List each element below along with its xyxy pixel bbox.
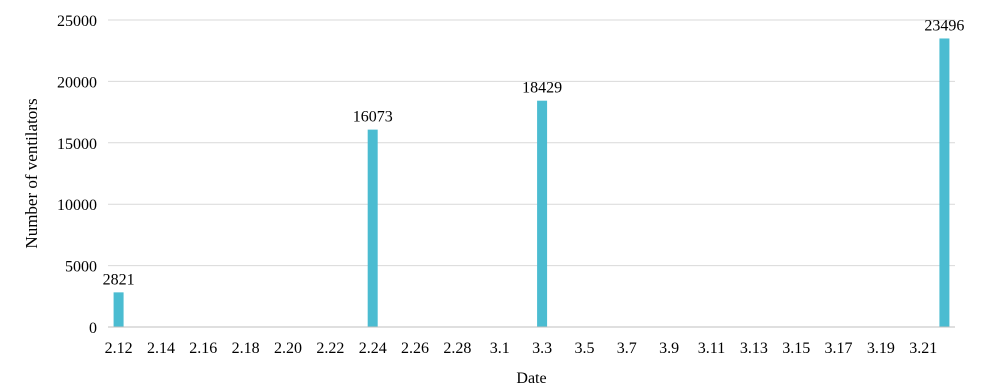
bar	[367, 129, 378, 327]
x-tick-label: 3.15	[782, 340, 810, 357]
x-tick-label: 2.12	[105, 340, 133, 357]
x-tick-label: 3.19	[867, 340, 895, 357]
data-labels: 2821 16073 18429 23496	[103, 17, 965, 288]
x-tick-label: 2.24	[359, 340, 387, 357]
x-tick-label: 3.13	[740, 340, 768, 357]
y-tick-label: 20000	[57, 74, 97, 91]
data-label: 18429	[522, 80, 562, 97]
data-label: 16073	[353, 109, 393, 126]
x-tick-label: 3.5	[574, 340, 594, 357]
bar	[537, 100, 548, 327]
bar	[113, 292, 124, 327]
y-tick-label: 5000	[65, 259, 97, 276]
x-tick-label: 3.17	[825, 340, 853, 357]
y-tick-label: 15000	[57, 136, 97, 153]
x-tick-label: 3.1	[490, 340, 510, 357]
x-tick-label: 3.7	[617, 340, 637, 357]
bar	[939, 38, 950, 328]
data-label: 2821	[103, 271, 135, 288]
x-tick-label: 2.16	[189, 340, 217, 357]
x-axis-ticks: 2.12 2.14 2.16 2.18 2.20 2.22 2.24 2.26 2.28 3.1 3…	[105, 340, 938, 357]
x-tick-label: 3.3	[532, 340, 552, 357]
y-tick-label: 0	[89, 320, 97, 337]
x-tick-label: 3.21	[909, 340, 937, 357]
x-tick-label: 2.14	[147, 340, 175, 357]
x-tick-label: 3.9	[659, 340, 679, 357]
x-axis-label: Date	[516, 370, 546, 387]
y-tick-label: 10000	[57, 197, 97, 214]
x-tick-label: 2.20	[274, 340, 302, 357]
x-tick-label: 2.28	[443, 340, 471, 357]
bars	[113, 38, 950, 328]
x-tick-label: 2.22	[316, 340, 344, 357]
data-label: 23496	[924, 17, 964, 34]
gridlines	[108, 19, 955, 267]
x-tick-label: 2.18	[232, 340, 260, 357]
y-axis-label: Number of ventilators	[22, 98, 41, 248]
y-axis-ticks: 0 5000 10000 15000 20000 25000	[57, 13, 97, 337]
x-tick-label: 2.26	[401, 340, 429, 357]
y-tick-label: 25000	[57, 13, 97, 30]
x-tick-label: 3.11	[698, 340, 725, 357]
